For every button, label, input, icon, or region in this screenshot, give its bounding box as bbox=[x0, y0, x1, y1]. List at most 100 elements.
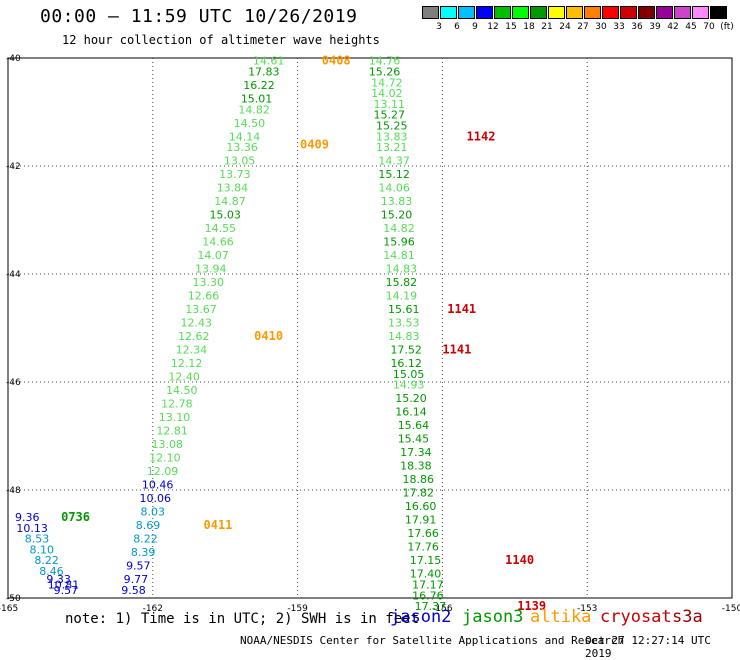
wave-height-value: 12.34 bbox=[176, 344, 208, 357]
footer-credit: NOAA/NESDIS Center for Satellite Applica… bbox=[240, 634, 625, 647]
wave-height-value: 13.53 bbox=[388, 317, 420, 330]
wave-height-value: 17.37 bbox=[415, 600, 447, 613]
legend-swatch bbox=[494, 6, 511, 19]
pass-time-label: 1142 bbox=[467, 129, 496, 143]
legend-label: 36 bbox=[631, 22, 643, 32]
wave-height-value: 12.12 bbox=[171, 357, 203, 370]
wave-height-value: 14.76 bbox=[369, 55, 401, 68]
wave-height-value: 15.05 bbox=[393, 368, 425, 381]
wave-height-value: 15.20 bbox=[381, 209, 413, 222]
legend-swatch bbox=[440, 6, 457, 19]
legend-swatch bbox=[476, 6, 493, 19]
y-tick-label: -44 bbox=[6, 270, 21, 280]
legend-swatch bbox=[530, 6, 547, 19]
legend-swatch bbox=[512, 6, 529, 19]
wave-height-value: 8.46 bbox=[39, 565, 64, 578]
x-tick-label: -165 bbox=[0, 604, 18, 614]
wave-height-value: 13.05 bbox=[224, 155, 256, 168]
x-tick-label: -156 bbox=[432, 604, 453, 614]
wave-height-value: 10.81 bbox=[48, 579, 80, 592]
wave-height-value: 17.83 bbox=[248, 66, 280, 79]
wave-height-value: 16.14 bbox=[395, 406, 427, 419]
satellite-s3a: s3a bbox=[672, 607, 703, 627]
wave-height-value: 12.78 bbox=[161, 398, 193, 411]
wave-height-value: 15.01 bbox=[241, 93, 273, 106]
wave-height-value: 13.36 bbox=[226, 141, 258, 154]
wave-height-value: 13.83 bbox=[376, 130, 408, 143]
legend-swatch bbox=[566, 6, 583, 19]
legend-swatch bbox=[602, 6, 619, 19]
wave-height-value: 17.40 bbox=[410, 568, 442, 581]
wave-height-value: 17.17 bbox=[412, 579, 444, 592]
wave-height-value: 13.84 bbox=[217, 182, 249, 195]
wave-height-value: 14.61 bbox=[253, 55, 285, 68]
pass-time-label: 0410 bbox=[254, 329, 283, 343]
wave-height-value: 8.39 bbox=[131, 546, 156, 559]
wave-height-value: 14.83 bbox=[386, 263, 418, 276]
legend-swatch bbox=[584, 6, 601, 19]
legend-label: 45 bbox=[685, 22, 697, 32]
satellite-jason2: jason2 bbox=[390, 607, 452, 627]
wave-height-value: 8.53 bbox=[25, 533, 50, 546]
wave-height-value: 8.69 bbox=[136, 519, 161, 532]
wave-height-value: 14.19 bbox=[386, 290, 418, 303]
wave-height-value: 14.02 bbox=[371, 87, 403, 100]
y-tick-label: -46 bbox=[6, 378, 21, 388]
wave-height-value: 14.50 bbox=[234, 117, 266, 130]
legend-swatch bbox=[656, 6, 673, 19]
wave-height-value: 13.83 bbox=[381, 195, 413, 208]
wave-height-value: 15.12 bbox=[378, 168, 410, 181]
y-tick-label: -50 bbox=[6, 594, 21, 604]
wave-height-value: 15.82 bbox=[386, 276, 418, 289]
wave-height-value: 17.82 bbox=[403, 487, 435, 500]
wave-height-value: 8.22 bbox=[34, 554, 59, 567]
wave-height-value: 17.76 bbox=[407, 541, 439, 554]
wave-height-value: 15.20 bbox=[395, 392, 427, 405]
legend-label: 70 bbox=[703, 22, 715, 32]
wave-height-value: 13.94 bbox=[195, 263, 227, 276]
wave-height-value: 14.82 bbox=[383, 222, 415, 235]
wave-height-value: 16.12 bbox=[390, 357, 422, 370]
wave-height-value: 13.67 bbox=[185, 303, 217, 316]
wave-height-value: 15.26 bbox=[369, 66, 401, 79]
wave-height-value: 8.10 bbox=[30, 543, 55, 556]
wave-height-value: 13.21 bbox=[376, 141, 408, 154]
wave-height-value: 15.03 bbox=[209, 209, 241, 222]
wave-height-value: 9.77 bbox=[124, 573, 149, 586]
legend-label: 21 bbox=[541, 22, 553, 32]
plot-frame bbox=[7, 57, 733, 599]
wave-height-value: 14.83 bbox=[388, 330, 420, 343]
wave-height-value: 17.15 bbox=[410, 554, 442, 567]
wave-height-value: 14.66 bbox=[202, 236, 234, 249]
legend-swatch bbox=[620, 6, 637, 19]
wave-height-value: 13.30 bbox=[193, 276, 225, 289]
wave-height-value: 14.07 bbox=[197, 249, 229, 262]
legend-swatch bbox=[422, 6, 439, 19]
satellite-jason3: jason3 bbox=[462, 607, 524, 627]
legend-label: 30 bbox=[595, 22, 607, 32]
wave-height-value: 14.87 bbox=[214, 195, 246, 208]
wave-height-value: 15.25 bbox=[376, 120, 408, 133]
footer-note: note: 1) Time is in UTC; 2) SWH is in fe… bbox=[65, 611, 420, 627]
wave-height-value: 17.52 bbox=[390, 344, 422, 357]
wave-height-value: 16.76 bbox=[412, 589, 444, 602]
x-tick-label: -159 bbox=[287, 604, 308, 614]
wave-height-value: 13.11 bbox=[374, 98, 406, 111]
wave-height-value: 12.40 bbox=[168, 371, 200, 384]
wave-height-value: 14.72 bbox=[371, 76, 403, 89]
legend-label: 9 bbox=[472, 22, 478, 32]
y-tick-label: -42 bbox=[6, 162, 21, 172]
pass-time-label: 1141 bbox=[447, 302, 476, 316]
wave-height-value: 14.37 bbox=[378, 155, 410, 168]
page-subtitle: 12 hour collection of altimeter wave hei… bbox=[62, 33, 380, 47]
wave-height-value: 17.91 bbox=[405, 514, 437, 527]
wave-height-value: 15.45 bbox=[398, 433, 430, 446]
wave-height-value: 10.13 bbox=[16, 522, 48, 535]
wave-height-value: 15.64 bbox=[398, 419, 430, 432]
x-tick-label: -153 bbox=[577, 604, 597, 614]
wave-height-value: 12.62 bbox=[178, 330, 210, 343]
legend-label: 12 bbox=[487, 22, 499, 32]
pass-time-label: 0409 bbox=[300, 137, 329, 151]
satellite-altika: altika bbox=[530, 607, 592, 627]
